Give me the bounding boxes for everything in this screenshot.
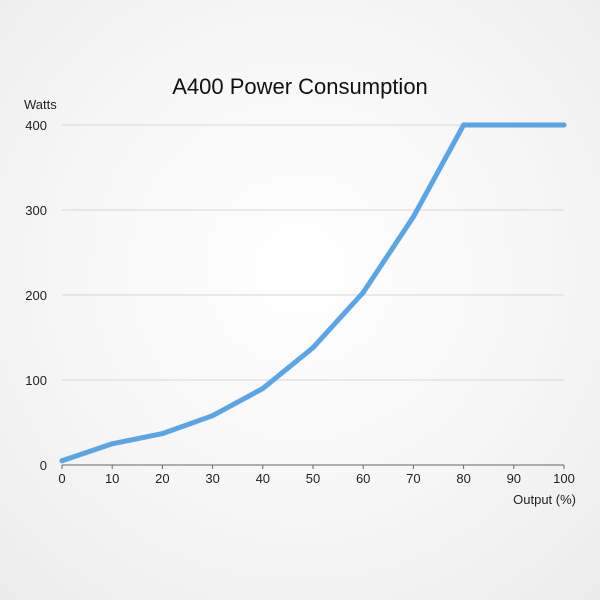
y-tick-label: 200 xyxy=(25,288,47,303)
data-point xyxy=(210,413,216,419)
data-point xyxy=(561,122,567,128)
x-tick-label: 60 xyxy=(356,471,370,486)
x-tick-label: 0 xyxy=(58,471,65,486)
x-tick-label: 70 xyxy=(406,471,420,486)
x-tick-label: 40 xyxy=(256,471,270,486)
x-tick-label: 20 xyxy=(155,471,169,486)
data-point xyxy=(310,345,316,351)
y-axis-label: Watts xyxy=(24,97,57,112)
data-point xyxy=(461,122,467,128)
data-point xyxy=(511,122,517,128)
data-point xyxy=(159,431,165,437)
series xyxy=(59,122,567,464)
data-point xyxy=(109,441,115,447)
y-tick-label: 300 xyxy=(25,203,47,218)
x-tick-label: 10 xyxy=(105,471,119,486)
x-tick-label: 30 xyxy=(205,471,219,486)
x-tick-label: 50 xyxy=(306,471,320,486)
y-tick-label: 400 xyxy=(25,118,47,133)
chart-title: A400 Power Consumption xyxy=(172,74,428,99)
series-line-0 xyxy=(59,122,567,464)
x-axis-label: Output (%) xyxy=(513,492,576,507)
x-tick-label: 90 xyxy=(507,471,521,486)
data-point xyxy=(360,289,366,295)
data-point xyxy=(260,386,266,391)
gridlines xyxy=(62,124,564,381)
data-point xyxy=(410,214,416,220)
y-tick-labels: 0 100 200 300 400 xyxy=(25,118,47,473)
x-tick-label: 80 xyxy=(456,471,470,486)
y-tick-label: 0 xyxy=(40,458,47,473)
x-tick-label: 100 xyxy=(553,471,575,486)
x-tick-labels: 0 10 20 30 40 50 60 70 80 90 100 xyxy=(58,465,575,486)
data-point xyxy=(59,458,65,464)
y-tick-label: 100 xyxy=(25,373,47,388)
